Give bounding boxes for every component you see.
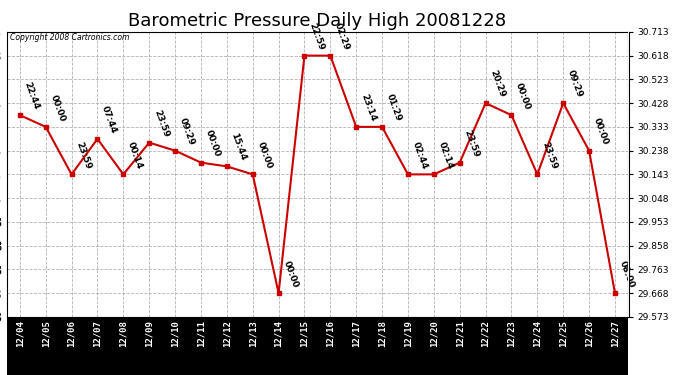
Text: 12/06: 12/06	[67, 320, 76, 346]
Text: 00:00: 00:00	[204, 129, 221, 159]
Text: 09:29: 09:29	[178, 116, 196, 147]
Text: 12/20: 12/20	[429, 320, 438, 346]
Text: 12/18: 12/18	[377, 320, 386, 346]
Text: 12/15: 12/15	[300, 320, 309, 346]
Text: 00:14: 00:14	[126, 140, 144, 170]
Text: 23:59: 23:59	[152, 108, 170, 138]
Title: Barometric Pressure Daily High 20081228: Barometric Pressure Daily High 20081228	[128, 12, 506, 30]
Text: 00:00: 00:00	[592, 117, 610, 147]
Text: 12/26: 12/26	[584, 320, 593, 346]
Text: 00:00: 00:00	[514, 81, 532, 111]
Text: 23:59: 23:59	[75, 140, 92, 170]
Text: 01:29: 01:29	[385, 93, 403, 123]
Text: 23:59: 23:59	[462, 128, 481, 159]
Text: 00:00: 00:00	[255, 141, 273, 170]
Text: 22:59: 22:59	[307, 21, 326, 51]
Text: 12/11: 12/11	[197, 320, 206, 346]
Text: 12/25: 12/25	[559, 320, 568, 346]
Text: 12/23: 12/23	[507, 320, 516, 346]
Text: 12/16: 12/16	[326, 320, 335, 346]
Text: 12/24: 12/24	[533, 320, 542, 346]
Text: 12/27: 12/27	[611, 320, 620, 346]
Text: 02:14: 02:14	[437, 140, 455, 170]
Text: 09:29: 09:29	[566, 69, 584, 99]
Text: 02:29: 02:29	[333, 21, 351, 51]
Text: 12/21: 12/21	[455, 320, 464, 346]
Text: 12/08: 12/08	[119, 320, 128, 346]
Text: 12/13: 12/13	[248, 320, 257, 346]
Text: 07:44: 07:44	[100, 105, 119, 135]
Text: 12/19: 12/19	[404, 320, 413, 346]
Text: 12/05: 12/05	[41, 320, 50, 346]
Text: 12/10: 12/10	[170, 320, 179, 346]
Text: 15:44: 15:44	[230, 132, 248, 162]
Text: 12/07: 12/07	[93, 320, 102, 346]
Text: 23:14: 23:14	[359, 93, 377, 123]
Text: 12/12: 12/12	[222, 320, 231, 346]
Text: 12/04: 12/04	[15, 320, 24, 346]
Text: 22:44: 22:44	[23, 81, 41, 111]
Text: Copyright 2008 Cartronics.com: Copyright 2008 Cartronics.com	[10, 33, 130, 42]
Text: 00:00: 00:00	[48, 93, 66, 123]
Text: 12/22: 12/22	[481, 320, 490, 346]
Text: 20:29: 20:29	[489, 69, 506, 99]
Text: 02:44: 02:44	[411, 140, 429, 170]
Text: 12/09: 12/09	[145, 320, 154, 346]
Text: 12/14: 12/14	[274, 320, 283, 346]
Text: 12/17: 12/17	[352, 320, 361, 346]
Text: 00:00: 00:00	[282, 260, 299, 289]
Text: 08:00: 08:00	[618, 260, 636, 289]
Text: 23:59: 23:59	[540, 140, 558, 170]
